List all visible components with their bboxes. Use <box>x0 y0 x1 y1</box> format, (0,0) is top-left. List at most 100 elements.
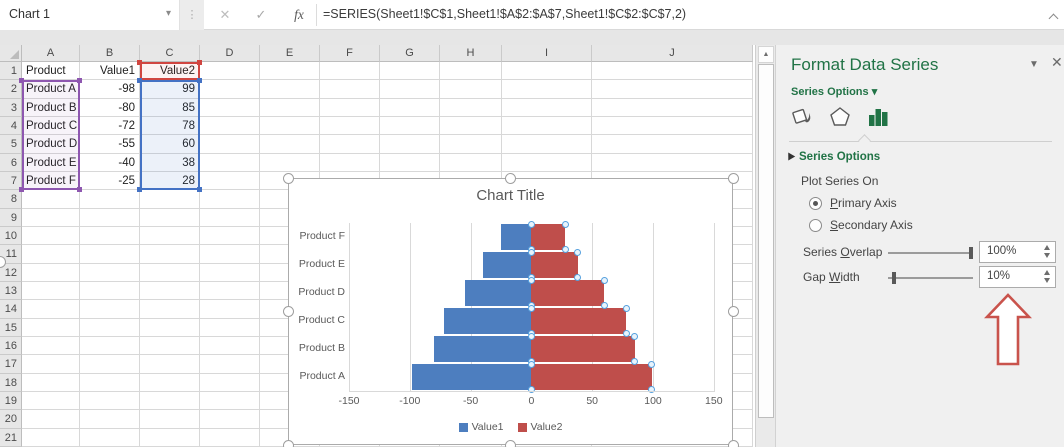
cell-A13[interactable] <box>22 281 80 301</box>
cell-C3[interactable]: 85 <box>140 98 200 117</box>
cell-C15[interactable] <box>140 318 200 337</box>
pane-close-icon[interactable]: ✕ <box>1051 54 1063 70</box>
cell-D5[interactable] <box>200 135 260 154</box>
cell-B3[interactable]: -80 <box>80 98 140 117</box>
chart-resize-handle[interactable] <box>282 439 294 447</box>
column-header-C[interactable]: C <box>140 45 200 62</box>
enter-icon[interactable]: ✓ <box>255 7 267 22</box>
bar-value2-Product-D[interactable] <box>531 280 605 306</box>
column-header-H[interactable]: H <box>440 45 502 62</box>
cell-B21[interactable] <box>80 428 140 447</box>
select-all-corner[interactable] <box>0 45 22 62</box>
bar-value1-Product-D[interactable] <box>464 280 532 306</box>
column-header-E[interactable]: E <box>260 45 320 62</box>
bar-value1-Product-F[interactable] <box>501 224 532 250</box>
range-fill-handle[interactable] <box>197 78 202 84</box>
cell-F5[interactable] <box>320 135 380 154</box>
cell-I2[interactable] <box>502 80 592 99</box>
cell-J4[interactable] <box>592 116 753 136</box>
cell-G6[interactable] <box>380 153 440 172</box>
row-header-17[interactable]: 17 <box>0 355 22 374</box>
cell-J1[interactable] <box>592 62 753 81</box>
cell-C18[interactable] <box>140 373 200 392</box>
chart-resize-handle[interactable] <box>282 306 294 317</box>
cell-A19[interactable] <box>22 391 80 411</box>
series-selection-handle[interactable] <box>527 248 535 256</box>
collapse-formula-bar-icon[interactable] <box>1050 13 1058 21</box>
series-selection-handle[interactable] <box>527 304 535 312</box>
cell-J6[interactable] <box>592 153 753 172</box>
series-selection-handle[interactable] <box>631 332 639 340</box>
row-header-6[interactable]: 6 <box>0 153 22 172</box>
row-header-14[interactable]: 14 <box>0 300 22 319</box>
cell-B17[interactable] <box>80 355 140 374</box>
name-box-resize-handle[interactable]: ⋮ <box>180 0 204 30</box>
cell-A20[interactable] <box>22 410 80 429</box>
cell-J5[interactable] <box>592 135 753 154</box>
pane-dropdown-icon[interactable]: ▼ <box>1029 59 1039 70</box>
cell-A7[interactable]: Product F <box>22 171 80 191</box>
row-header-7[interactable]: 7 <box>0 171 22 191</box>
cell-C20[interactable] <box>140 410 200 429</box>
cell-B8[interactable] <box>80 190 140 209</box>
range-fill-handle[interactable] <box>77 187 82 193</box>
chart-object[interactable]: Chart Title -150 -100 -50 0 50 100 150 Product … <box>282 172 739 447</box>
cell-H1[interactable] <box>440 62 502 81</box>
series-options-dropdown[interactable]: Series Options ▾ <box>791 86 878 98</box>
cell-A10[interactable] <box>22 226 80 246</box>
row-header-13[interactable]: 13 <box>0 281 22 301</box>
cell-A2[interactable]: Product A <box>22 80 80 99</box>
cell-B19[interactable] <box>80 391 140 411</box>
cell-B2[interactable]: -98 <box>80 80 140 99</box>
cell-G2[interactable] <box>380 80 440 99</box>
row-header-19[interactable]: 19 <box>0 391 22 411</box>
cell-A3[interactable]: Product B <box>22 98 80 117</box>
cell-C7[interactable]: 28 <box>140 171 200 191</box>
series-overlap-slider-thumb[interactable] <box>969 247 973 259</box>
gap-width-slider-thumb[interactable] <box>892 272 896 284</box>
cell-D4[interactable] <box>200 116 260 136</box>
column-header-D[interactable]: D <box>200 45 260 62</box>
cell-B11[interactable] <box>80 245 140 264</box>
cell-D6[interactable] <box>200 153 260 172</box>
bar-value2-Product-E[interactable] <box>531 252 578 278</box>
spin-down-icon[interactable] <box>1044 253 1050 258</box>
bar-value1-Product-A[interactable] <box>412 364 532 390</box>
primary-axis-radio[interactable]: Primary Axis <box>809 196 897 210</box>
row-header-4[interactable]: 4 <box>0 116 22 136</box>
cell-C21[interactable] <box>140 428 200 447</box>
bar-value1-Product-B[interactable] <box>434 336 532 362</box>
cell-D8[interactable] <box>200 190 260 209</box>
range-fill-handle[interactable] <box>137 187 142 193</box>
cell-C14[interactable] <box>140 300 200 319</box>
cell-D12[interactable] <box>200 263 260 282</box>
series-selection-handle[interactable] <box>527 220 535 228</box>
scrollbar-thumb[interactable] <box>758 64 774 418</box>
series-options-section-header[interactable]: Series Options <box>784 150 880 163</box>
series-overlap-input[interactable]: 100% <box>979 241 1056 263</box>
name-box-dropdown-icon[interactable]: ▾ <box>165 8 171 19</box>
series-overlap-slider[interactable] <box>888 247 973 259</box>
chart-resize-handle[interactable] <box>727 439 739 447</box>
series-selection-handle[interactable] <box>574 274 582 282</box>
spin-down-icon[interactable] <box>1044 278 1050 283</box>
cell-C8[interactable] <box>140 190 200 209</box>
cell-B18[interactable] <box>80 373 140 392</box>
cell-C13[interactable] <box>140 281 200 301</box>
series-selection-handle[interactable] <box>527 360 535 368</box>
row-header-12[interactable]: 12 <box>0 263 22 282</box>
range-fill-handle[interactable] <box>137 60 142 65</box>
cell-B10[interactable] <box>80 226 140 246</box>
cell-D20[interactable] <box>200 410 260 429</box>
series-selection-handle[interactable] <box>648 386 656 394</box>
gap-width-input[interactable]: 10% <box>979 266 1056 288</box>
cell-F6[interactable] <box>320 153 380 172</box>
spin-up-icon[interactable] <box>1044 270 1050 275</box>
cell-B15[interactable] <box>80 318 140 337</box>
row-header-5[interactable]: 5 <box>0 135 22 154</box>
chart-resize-handle[interactable] <box>505 172 516 184</box>
radio-unselected-icon[interactable] <box>809 218 822 232</box>
cell-E2[interactable] <box>260 80 320 99</box>
cell-E3[interactable] <box>260 98 320 117</box>
cell-F3[interactable] <box>320 98 380 117</box>
